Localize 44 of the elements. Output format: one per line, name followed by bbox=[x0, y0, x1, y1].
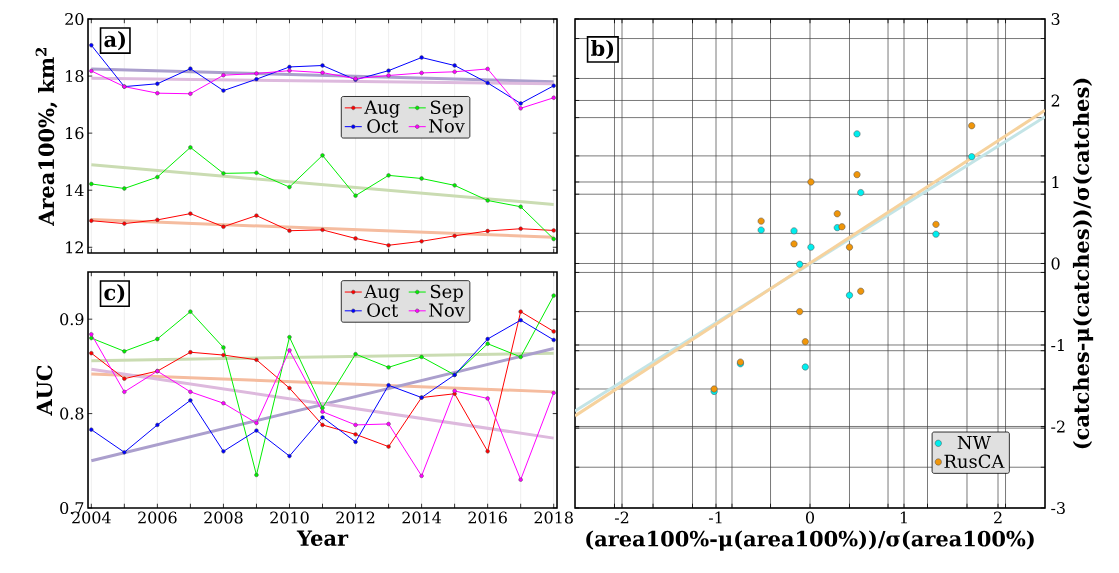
x-tick-label: -1 bbox=[708, 511, 722, 524]
y2-tick-label: 0 bbox=[1051, 257, 1060, 270]
y-tick-label: 18 bbox=[66, 70, 84, 83]
y2-tick-label: -1 bbox=[1051, 339, 1064, 351]
x-tick-label: 2016 bbox=[468, 511, 507, 524]
y2-tick-label: 1 bbox=[1052, 176, 1059, 188]
y-tick-label: 16 bbox=[66, 127, 84, 140]
y2-axis-title: (catches-μ(catches))/σ(catches) bbox=[1072, 78, 1094, 449]
y2-tick-label: 3 bbox=[1051, 12, 1060, 26]
y-tick-label: 14 bbox=[66, 184, 84, 197]
legend-label: Nov bbox=[429, 303, 465, 317]
x-axis-title: Year bbox=[296, 530, 349, 546]
legend-label: Sep bbox=[430, 100, 463, 118]
y-tick-label: 0.9 bbox=[60, 313, 84, 326]
x-tick-label: 2018 bbox=[534, 511, 573, 524]
legend-label: Oct bbox=[367, 119, 399, 133]
x-tick-label: 2014 bbox=[402, 511, 442, 524]
y-tick-label: 20 bbox=[65, 12, 84, 26]
x-tick-label: 2 bbox=[994, 511, 1002, 524]
x-tick-label: 0 bbox=[805, 511, 815, 524]
y-tick-label: 0.8 bbox=[60, 407, 84, 420]
legend-label: Aug bbox=[364, 284, 400, 302]
y-axis-title: AUC bbox=[36, 365, 53, 416]
x-tick-label: 1 bbox=[900, 511, 907, 524]
y-axis-title: Area100%, km$^{2}$ bbox=[35, 48, 58, 226]
y2-tick-label: -3 bbox=[1051, 501, 1065, 515]
legend-label: RusCA bbox=[944, 454, 1005, 469]
y2-tick-label: -2 bbox=[1051, 420, 1065, 433]
x-tick-label: -2 bbox=[614, 511, 629, 524]
y2-tick-label: 2 bbox=[1051, 94, 1060, 107]
annotation: b) bbox=[591, 39, 614, 60]
legend-label: Nov bbox=[429, 119, 465, 133]
annotation: c) bbox=[104, 284, 125, 304]
legend-label: Aug bbox=[364, 100, 400, 118]
legend-label: NW bbox=[957, 436, 991, 450]
legend-label: Sep bbox=[430, 284, 463, 302]
x-tick-label: 2012 bbox=[336, 511, 375, 524]
x-axis-title: (area100%-μ(area100%))/σ(area100%) bbox=[586, 530, 1034, 551]
y-tick-label: 12 bbox=[66, 241, 83, 254]
x-tick-label: 2010 bbox=[270, 511, 309, 524]
x-tick-label: 2008 bbox=[204, 511, 243, 524]
x-tick-label: 2006 bbox=[138, 511, 177, 524]
annotation: a) bbox=[104, 30, 125, 51]
legend-label: Oct bbox=[367, 303, 399, 317]
